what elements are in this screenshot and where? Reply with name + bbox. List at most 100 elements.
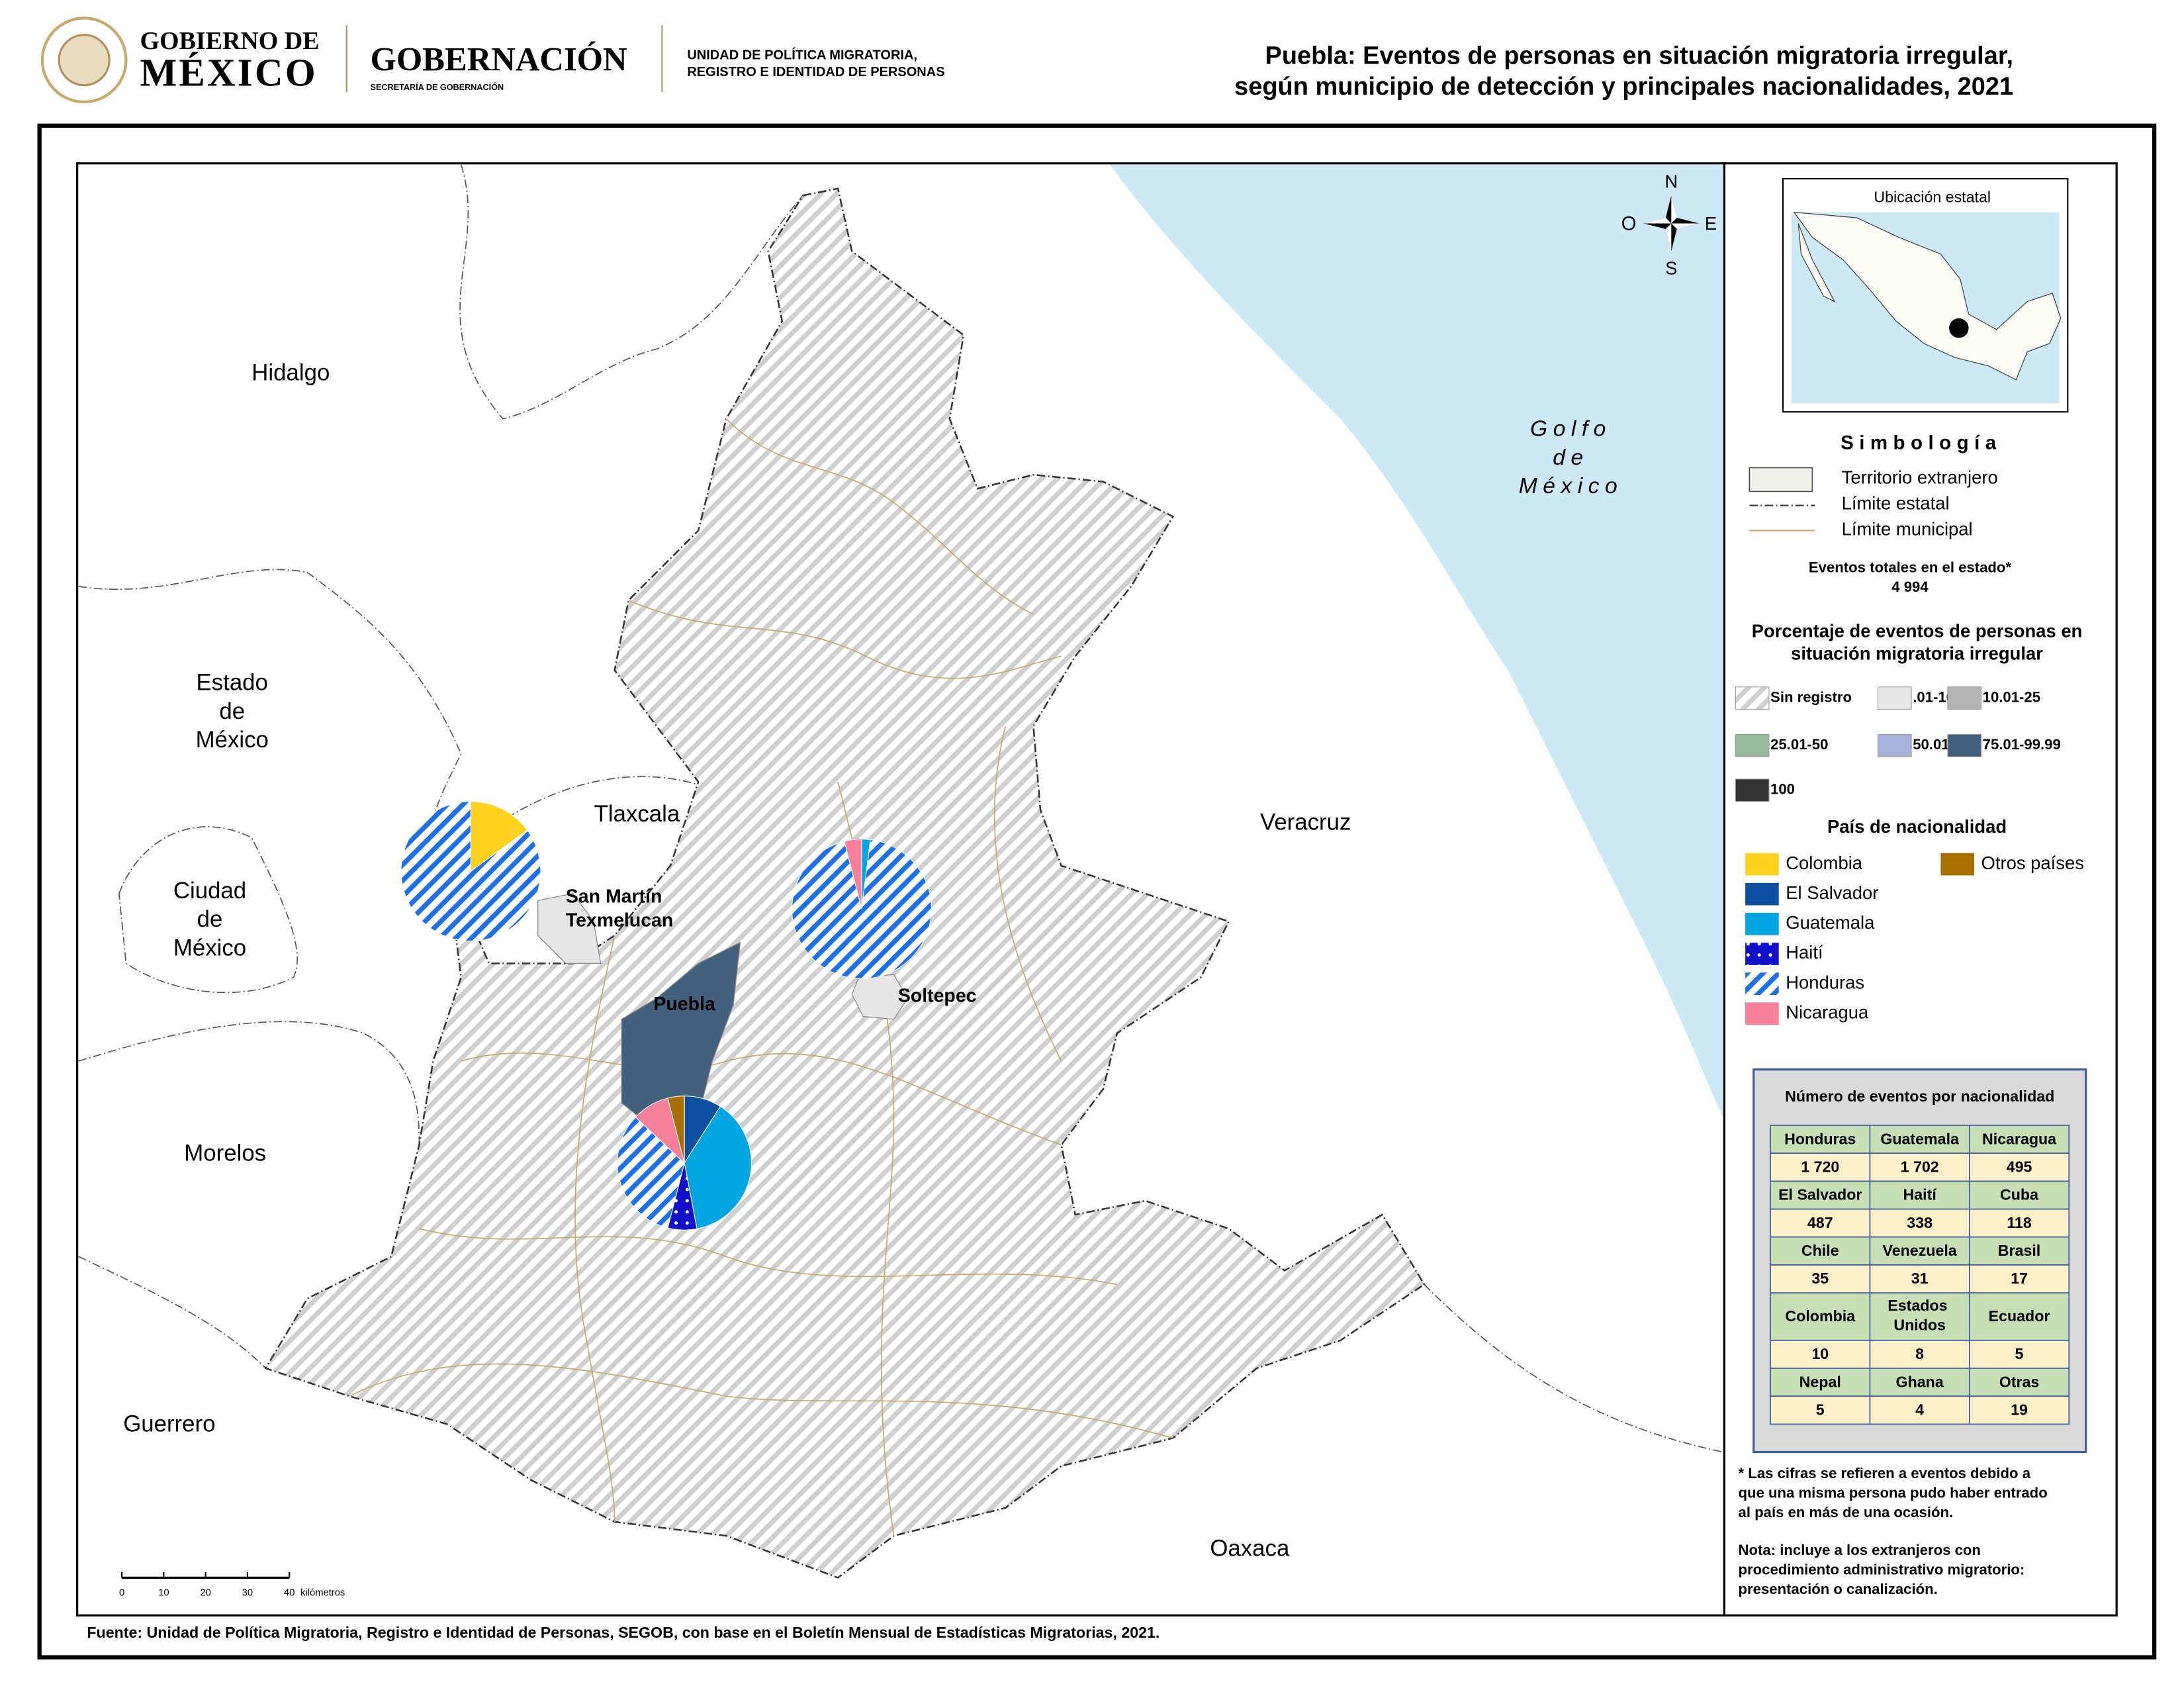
table-cell	[1869, 1264, 1970, 1293]
state-label: de	[197, 906, 223, 932]
legend-layer: Ubicación estatal Simbología Territorio ex…	[1735, 189, 2087, 1597]
class-label: 25.01-50	[1770, 736, 1828, 753]
total-value: 4 994	[1891, 579, 1929, 595]
table-cell	[1968, 1368, 2070, 1397]
scale-label: 10	[158, 1587, 169, 1598]
classes-title: Porcentaje de eventos de personas en	[1752, 621, 2083, 641]
table-value: 4	[1915, 1401, 1924, 1418]
table-value: 118	[2007, 1214, 2032, 1231]
compass: N S E O	[1621, 171, 1717, 279]
nationality-label: El Salvador	[1786, 882, 1878, 903]
municipality-label: San Martín	[566, 886, 662, 908]
nationality-label: Haití	[1786, 942, 1823, 962]
state-label: de	[219, 698, 245, 724]
nationality-swatch	[1940, 853, 1975, 876]
pie-chart	[400, 801, 541, 942]
state-limit	[459, 164, 804, 420]
symbol-label: Límite estatal	[1842, 493, 1950, 514]
compass-s: S	[1665, 258, 1677, 278]
municipality	[537, 893, 602, 964]
state-label: Veracruz	[1260, 810, 1351, 835]
table-cell	[1770, 1292, 1871, 1341]
pie-slice	[400, 801, 541, 942]
class-swatch	[1735, 733, 1770, 757]
table-cell	[1770, 1395, 1871, 1425]
table-cell	[1869, 1125, 1970, 1154]
table-header: Chile	[1801, 1242, 1839, 1259]
state-label: Oaxaca	[1210, 1535, 1290, 1561]
compass-w: O	[1621, 212, 1637, 234]
symbol-label: Territorio extranjero	[1842, 467, 1998, 488]
state-label: Ciudad	[173, 878, 246, 904]
scale-label: 30	[242, 1587, 253, 1598]
note-line: presentación o canalización.	[1739, 1581, 1938, 1597]
table-value: 5	[1816, 1401, 1825, 1418]
nationality-swatch	[1745, 1002, 1779, 1025]
class-label: 75.01-99.99	[1983, 736, 2061, 753]
municipality-label: Soltepec	[898, 985, 977, 1006]
table-header: El Salvador	[1778, 1186, 1862, 1203]
table-value: 487	[1807, 1214, 1833, 1231]
state-label: Tlaxcala	[594, 801, 680, 827]
map-title: Puebla: Eventos de personas en situación…	[1265, 42, 2014, 70]
gov-line1: GOBIERNO DE	[140, 27, 320, 55]
municipal-limit	[349, 1363, 1173, 1439]
inset-puebla	[1949, 318, 1969, 338]
table-value: 5	[2015, 1345, 2024, 1362]
table-header: Brasil	[1998, 1242, 2040, 1259]
nationality-title: País de nacionalidad	[1827, 816, 2007, 837]
nationality-swatch	[1745, 972, 1779, 996]
table-cell	[1869, 1236, 1970, 1266]
state-label: Morelos	[184, 1140, 266, 1166]
inset-title: Ubicación estatal	[1874, 189, 1991, 206]
table-cell	[1770, 1339, 1871, 1369]
map-layer: GolfodeMéxicoHidalgoEstadodeMéxicoTlaxca…	[119, 171, 1717, 1599]
total-label: Eventos totales en el estado*	[1809, 559, 2012, 575]
nationality-swatch	[1745, 943, 1779, 965]
table-value: 10	[1811, 1345, 1829, 1362]
table-value: 17	[2011, 1270, 2028, 1287]
nationality-label: Colombia	[1786, 853, 1863, 873]
municipality-label: Texmelucan	[566, 910, 673, 931]
table-cell	[1968, 1152, 2070, 1182]
gulf-label: Golfo	[1530, 416, 1612, 442]
table-cell	[1770, 1264, 1871, 1293]
gulf-water	[1110, 164, 1723, 1117]
emblem-ring	[40, 17, 128, 104]
municipality	[851, 974, 909, 1020]
municipal-limit	[461, 1053, 1062, 1146]
municipal-limit	[993, 726, 1062, 1062]
nationality-swatch	[1745, 853, 1779, 876]
table-value: 19	[2011, 1401, 2028, 1418]
table-header: Estados Unidos	[1888, 1297, 1952, 1334]
class-label: 10.01-25	[1983, 688, 2040, 705]
municipality-label: Puebla	[653, 994, 716, 1015]
gulf-label: de	[1553, 445, 1588, 470]
state-limit	[78, 1021, 420, 1145]
table-value: 495	[2007, 1158, 2032, 1175]
scale-unit: kilómetros	[300, 1587, 345, 1598]
table-cell	[1869, 1339, 1970, 1369]
table-value: 1 720	[1801, 1158, 1839, 1175]
table-value: 1 702	[1901, 1158, 1939, 1175]
state-label: Estado	[197, 670, 268, 696]
table-cell	[1968, 1264, 2070, 1293]
table-value: 35	[1811, 1270, 1829, 1287]
table-header: Ecuador	[1989, 1307, 2050, 1325]
table-header: Colombia	[1785, 1307, 1856, 1325]
municipal-limit	[574, 935, 615, 1523]
table-cell	[1968, 1395, 2070, 1425]
pie-slice	[667, 1096, 685, 1164]
state-label: Hidalgo	[251, 359, 330, 385]
table-header: Honduras	[1784, 1130, 1856, 1147]
nationality-label: Nicaragua	[1786, 1002, 1869, 1022]
pie-slice	[617, 1116, 685, 1229]
foreign-swatch	[1749, 467, 1813, 492]
municipal-limit	[725, 418, 1034, 615]
municipal-limit	[628, 600, 1062, 679]
pie-slice	[844, 839, 862, 910]
table-cell	[1869, 1292, 1970, 1341]
table-header: Otras	[1999, 1373, 2040, 1390]
class-label: Sin registro	[1770, 688, 1852, 705]
